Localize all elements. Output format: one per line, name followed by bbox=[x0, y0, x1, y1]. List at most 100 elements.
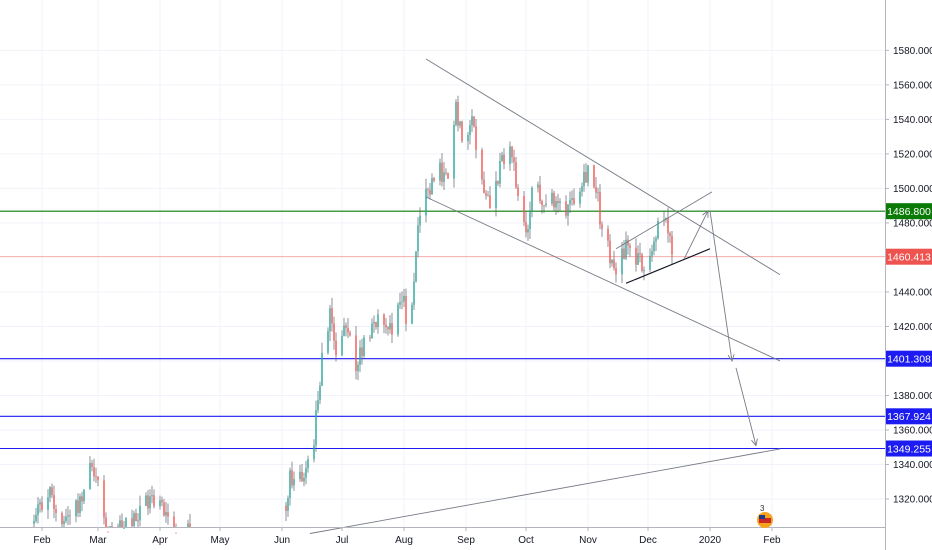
candle-body bbox=[583, 171, 585, 187]
candle-body bbox=[137, 520, 139, 522]
candle-body bbox=[119, 520, 121, 527]
candle-body bbox=[415, 251, 417, 282]
candle-body bbox=[51, 487, 53, 496]
candle-body bbox=[509, 146, 511, 165]
candle-body bbox=[667, 217, 669, 234]
candle-body bbox=[587, 165, 589, 183]
candle-body bbox=[459, 121, 461, 126]
candle-body bbox=[455, 101, 457, 125]
candle-body bbox=[531, 187, 533, 212]
candle-body bbox=[83, 489, 85, 502]
candle-body bbox=[357, 364, 359, 372]
y-tick-label: 1580.000 bbox=[893, 46, 932, 57]
candle-body bbox=[427, 188, 429, 190]
projection-arrow bbox=[683, 210, 709, 260]
candle-body bbox=[651, 251, 653, 256]
candle-body bbox=[413, 281, 415, 305]
candle-body bbox=[91, 462, 93, 468]
candle-body bbox=[501, 154, 503, 161]
candle-body bbox=[403, 295, 405, 302]
candle-body bbox=[343, 325, 345, 337]
candle-body bbox=[363, 337, 365, 357]
candle-body bbox=[513, 157, 515, 162]
candle-body bbox=[621, 248, 623, 275]
candle-body bbox=[551, 192, 553, 204]
candle-body bbox=[565, 201, 567, 216]
candle-body bbox=[537, 184, 539, 188]
time-axis[interactable]: Feb Mar Apr May Jun Jul Aug Sep Oct Nov Dec 2020 Feb bbox=[0, 527, 885, 546]
candle-body bbox=[359, 347, 361, 365]
candle-body bbox=[93, 467, 95, 477]
x-tick-label: Nov bbox=[579, 535, 597, 546]
candle-body bbox=[167, 512, 169, 517]
candle-body bbox=[389, 323, 391, 330]
candle-body bbox=[433, 178, 435, 181]
candle-body bbox=[411, 304, 413, 324]
candle-body bbox=[349, 332, 351, 336]
price-level-tag-label: 1349.255 bbox=[887, 443, 931, 455]
candle-body bbox=[173, 516, 175, 527]
candle-body bbox=[151, 495, 153, 497]
watermark-logo: 3 bbox=[757, 504, 773, 528]
candle-body bbox=[287, 498, 289, 511]
price-level-tags: 1486.800 1460.413 1401.308 1367.924 1349.255 bbox=[886, 203, 932, 457]
candle-body bbox=[657, 220, 659, 239]
candle-body bbox=[175, 532, 177, 534]
x-tick-label: Jul bbox=[336, 535, 349, 546]
y-tick-label: 1480.000 bbox=[893, 218, 932, 229]
candle-body bbox=[399, 302, 401, 305]
arrow-head bbox=[751, 438, 758, 447]
candle-body bbox=[607, 228, 609, 241]
x-tick-label: Feb bbox=[33, 535, 51, 546]
candle-body bbox=[35, 514, 37, 522]
chart-grid bbox=[0, 0, 885, 527]
candle-body bbox=[469, 125, 471, 135]
candle-body bbox=[441, 162, 443, 182]
candle-body bbox=[595, 187, 597, 193]
candle-body bbox=[41, 502, 43, 510]
candle-body bbox=[369, 337, 371, 339]
candle-body bbox=[109, 526, 111, 528]
candle-body bbox=[375, 322, 377, 328]
candle-body bbox=[655, 238, 657, 242]
trendline bbox=[615, 191, 713, 250]
candle-body bbox=[69, 515, 71, 517]
price-level-tag bbox=[886, 408, 932, 425]
candle-body bbox=[289, 470, 291, 499]
candle-body bbox=[527, 229, 529, 233]
candle-body bbox=[431, 178, 433, 195]
candle-body bbox=[613, 259, 615, 269]
candle-body bbox=[611, 259, 613, 264]
candle-body bbox=[159, 500, 161, 507]
candle-body bbox=[319, 385, 321, 401]
candle-body bbox=[637, 253, 639, 265]
candle-body bbox=[385, 324, 387, 328]
candle-body bbox=[447, 173, 449, 179]
candle-body bbox=[669, 233, 671, 236]
candle-body bbox=[649, 255, 651, 270]
x-tick-label: Dec bbox=[639, 535, 657, 546]
candle-body bbox=[65, 516, 67, 521]
candle-body bbox=[117, 526, 119, 528]
candle-body bbox=[299, 471, 301, 480]
chart-drawings bbox=[309, 58, 781, 534]
candle-body bbox=[555, 201, 557, 208]
x-tick-label: Aug bbox=[395, 535, 413, 546]
candle-body bbox=[511, 146, 513, 158]
candle-body bbox=[571, 198, 573, 200]
candle-body bbox=[361, 347, 363, 357]
candle-body bbox=[53, 495, 55, 510]
candle-body bbox=[79, 496, 81, 513]
candle-body bbox=[489, 195, 491, 209]
channel-support-line bbox=[625, 248, 711, 284]
candle-body bbox=[439, 162, 441, 181]
candle-body bbox=[475, 126, 477, 150]
candle-body bbox=[301, 471, 303, 482]
x-tick-label: Feb bbox=[763, 535, 781, 546]
price-level-tag bbox=[886, 248, 932, 265]
candle-body bbox=[553, 192, 555, 208]
price-level-tag-label: 1367.924 bbox=[887, 411, 931, 423]
y-tick-label: 1340.000 bbox=[893, 460, 932, 471]
candle-body bbox=[643, 269, 645, 271]
